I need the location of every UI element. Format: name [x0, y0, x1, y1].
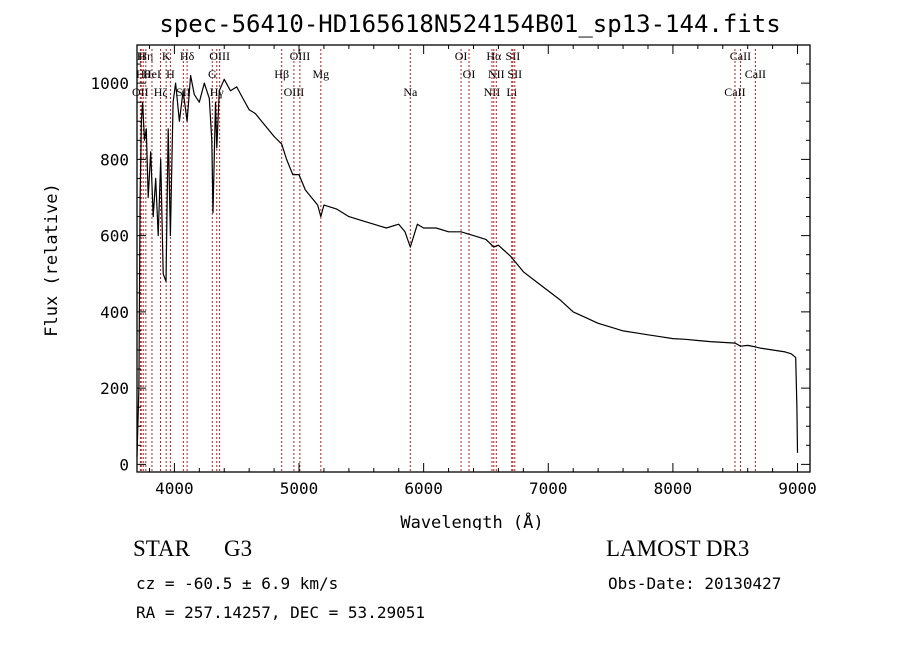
redshift-readout: cz = -60.5 ± 6.9 km/s — [136, 574, 339, 593]
y-tick-label: 200 — [100, 379, 129, 398]
marker-label: OIII — [290, 49, 311, 63]
x-tick-label: 5000 — [280, 479, 319, 498]
marker-label: OII — [132, 85, 149, 99]
subclass-label: G3 — [223, 536, 253, 561]
object-class: STAR G3 — [133, 536, 252, 562]
marker-label: NII — [484, 85, 501, 99]
marker-label: H — [137, 49, 146, 63]
obs-date: Obs-Date: 20130427 — [608, 574, 782, 593]
y-axis-label: Flux (relative) — [42, 183, 62, 337]
marker-label: OIII — [209, 49, 230, 63]
marker-label: Hδ — [180, 49, 195, 63]
y-tick-label: 0 — [119, 455, 129, 474]
chart-title: spec-56410-HD165618N524154B01_sp13-144.f… — [159, 10, 780, 38]
class-label: STAR — [133, 536, 190, 561]
series-layer — [136, 74, 799, 457]
marker-label: OIII — [284, 85, 305, 99]
y-tick-label: 1000 — [90, 74, 129, 93]
marker-label: Hθ — [136, 67, 151, 81]
marker-label: Mg — [312, 67, 329, 81]
marker-label: Na — [403, 85, 418, 99]
marker-label: OI — [455, 49, 468, 63]
marker-label: CaII — [745, 67, 766, 81]
series-flux — [136, 74, 799, 457]
marker-label: Hα — [486, 49, 502, 63]
marker-label: NII — [488, 67, 505, 81]
marker-label: Hβ — [274, 67, 289, 81]
x-tick-label: 4000 — [155, 479, 194, 498]
axes: 4000 5000 6000 7000 8000 9000 0 200 400 600 800 100… — [90, 44, 817, 498]
marker-label: CaII — [730, 49, 751, 63]
marker-label: Hγ — [210, 85, 225, 99]
y-tick-label: 800 — [100, 150, 129, 169]
marker-label: SII — [506, 49, 521, 63]
x-tick-label: 9000 — [778, 479, 817, 498]
marker-label: CaII — [724, 85, 745, 99]
plot-frame — [136, 44, 811, 473]
marker-label: SII — [507, 67, 522, 81]
marker-label: OI — [463, 67, 476, 81]
y-tick-label: 400 — [100, 303, 129, 322]
marker-label: Hη — [138, 49, 153, 63]
marker-label: Li — [506, 85, 517, 99]
coordinates-readout: RA = 257.14257, DEC = 53.29051 — [136, 603, 425, 622]
x-tick-label: 8000 — [654, 479, 693, 498]
x-tick-label: 7000 — [529, 479, 568, 498]
marker-label: Hζ — [154, 85, 168, 99]
marker-label: G — [208, 67, 217, 81]
marker-label: H — [166, 67, 175, 81]
survey-label: LAMOST DR3 — [606, 536, 750, 561]
y-tick-label: 600 — [100, 227, 129, 246]
spectrum-chart: spec-56410-HD165618N524154B01_sp13-144.f… — [42, 10, 817, 533]
x-axis-label: Wavelength (Å) — [400, 511, 543, 530]
marker-label: K — [162, 49, 171, 63]
marker-label: HeI — [143, 67, 161, 81]
x-tick-label: 6000 — [404, 479, 443, 498]
line-markers: HHθOIIHηHeIHζKHSIIHδGHγOIIIHβOIIIOIIIMgN… — [132, 49, 766, 472]
